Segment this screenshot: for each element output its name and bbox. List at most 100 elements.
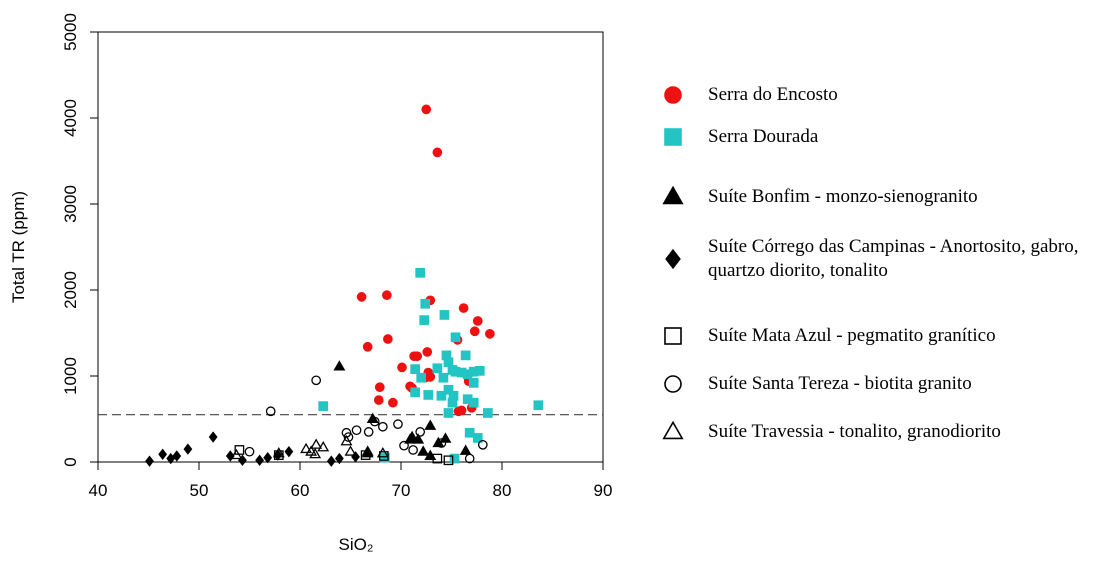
point [361,445,374,456]
point [472,433,483,443]
point [333,360,346,371]
point [420,298,431,309]
point [311,375,322,386]
y-tick-label: 1000 [61,357,80,395]
point [472,316,483,326]
point [230,448,243,460]
point [459,444,472,455]
point [422,347,433,357]
point [404,433,417,444]
point [378,451,389,461]
point [376,447,389,458]
y-tick-label: 5000 [61,13,80,51]
point [272,447,285,458]
point [436,390,447,401]
point [449,453,460,464]
point [317,441,330,452]
point [363,427,374,437]
point [415,267,426,278]
point [468,378,479,388]
x-tick-label: 70 [392,481,411,500]
point [483,408,493,418]
point [309,447,322,459]
point [432,363,443,374]
point [383,334,393,344]
point [458,303,469,313]
x-tick-label: 50 [190,481,209,500]
y-tick-label: 2000 [61,271,80,309]
x-tick-label: 80 [493,481,512,500]
x-tick-label: 90 [594,481,613,500]
point [374,382,385,393]
point [183,443,193,455]
point [408,445,418,455]
point [421,104,432,115]
point [416,372,427,383]
point [397,362,407,373]
point [166,452,176,465]
point [460,350,471,361]
x-axis-label: SiO₂ [339,535,374,554]
x-tick-label: 40 [89,481,108,500]
point [412,351,423,362]
point [410,387,420,398]
point [318,401,329,411]
point [439,310,450,320]
point [310,438,323,449]
point [334,452,344,465]
point [432,453,443,464]
point [351,451,360,463]
point [265,406,276,417]
point [373,395,384,405]
point [340,435,353,446]
point [533,400,544,411]
point [393,419,403,430]
point [388,397,398,408]
point [419,315,430,325]
point [464,427,475,438]
point [208,431,218,443]
point [356,292,367,302]
point [415,427,426,437]
point [255,454,264,466]
point [438,372,449,383]
point [343,432,354,442]
point [158,448,168,460]
point [326,455,336,467]
plot-frame [97,31,604,463]
point [443,408,454,418]
point [432,147,443,158]
point [410,364,420,374]
point [344,445,357,456]
point [382,290,392,301]
point [450,332,461,343]
point [145,455,154,467]
point [447,397,458,408]
point [172,450,182,462]
point [300,442,313,454]
y-tick-label: 3000 [61,185,80,223]
point [456,405,467,416]
point [443,384,454,395]
point [362,341,373,352]
point [443,455,454,466]
y-tick-label: 4000 [61,99,80,137]
point [477,439,488,450]
point [369,416,380,427]
point [412,433,425,444]
point [485,329,495,339]
point [436,438,447,448]
point [424,419,437,430]
point [351,425,362,436]
point [399,440,409,451]
x-tick-label: 60 [291,481,310,500]
point [464,453,475,464]
point [474,365,485,376]
point [423,390,434,400]
point [377,421,388,432]
point [468,397,479,408]
y-axis-label: Total TR (ppm) [9,191,28,303]
point [469,326,480,337]
